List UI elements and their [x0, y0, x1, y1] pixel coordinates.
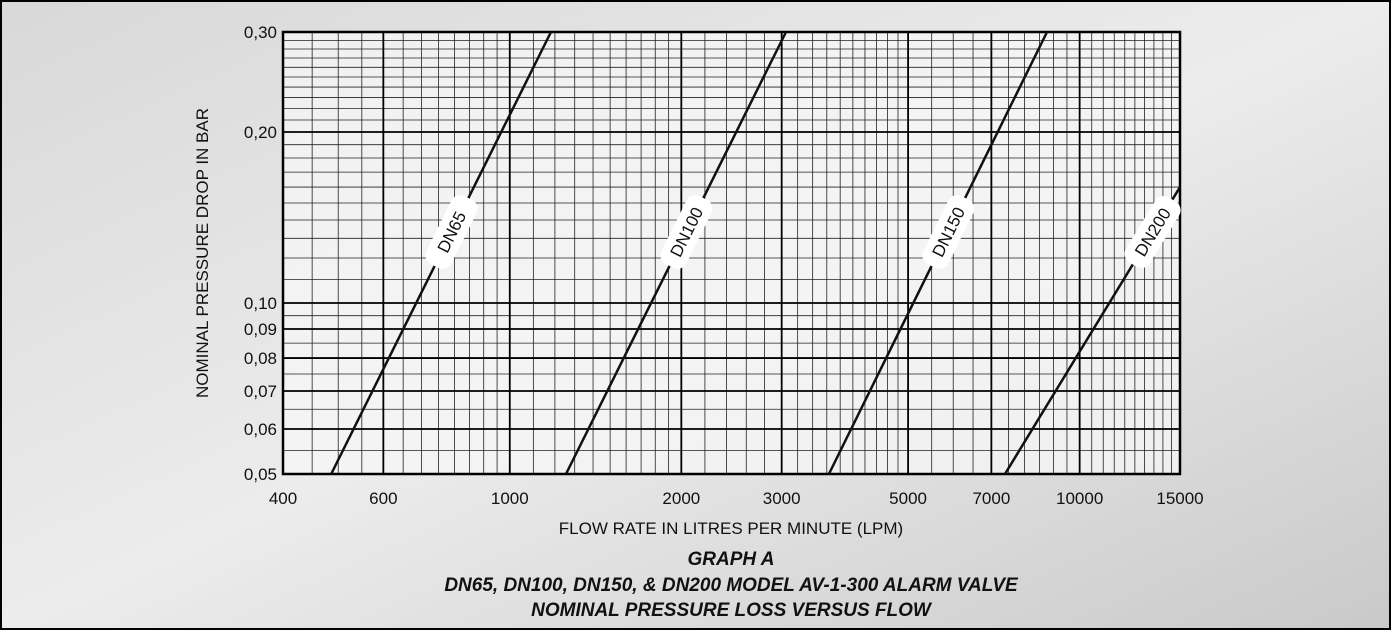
y-tick-label: 0,09 [244, 320, 277, 339]
label-background [425, 195, 478, 269]
chart-subtitle: DN65, DN100, DN150, & DN200 MODEL AV-1-3… [444, 575, 1019, 596]
grid [281, 30, 1182, 476]
y-tick-label: 0,30 [244, 23, 277, 42]
x-tick-label: 400 [269, 489, 297, 508]
x-tick-label: 600 [369, 489, 397, 508]
x-tick-label: 5000 [889, 489, 927, 508]
y-tick-label: 0,20 [244, 123, 277, 142]
plot-border [281, 30, 1182, 476]
y-tick-label: 0,08 [244, 349, 277, 368]
label-background [660, 195, 713, 269]
y-tick-label: 0,07 [244, 382, 277, 401]
x-tick-label: 2000 [662, 489, 700, 508]
y-tick-label: 0,05 [244, 465, 277, 484]
plot: DN65 DN100 DN150 DN200 [330, 31, 1182, 475]
x-tick-label: 1000 [491, 489, 529, 508]
label-background [922, 195, 975, 269]
x-tick-label: 10000 [1056, 489, 1103, 508]
y-axis-label: NOMINAL PRESSURE DROP IN BAR [193, 108, 212, 398]
x-tick-label: 7000 [972, 489, 1010, 508]
y-tick-label: 0,10 [244, 294, 277, 313]
chart-subtitle: NOMINAL PRESSURE LOSS VERSUS FLOW [531, 600, 933, 621]
x-tick-label: 3000 [763, 489, 801, 508]
label-background [1124, 196, 1181, 268]
chart-title: GRAPH A [688, 549, 775, 570]
x-tick-label: 15000 [1156, 489, 1203, 508]
y-tick-label: 0,06 [244, 420, 277, 439]
x-axis-label: FLOW RATE IN LITRES PER MINUTE (LPM) [559, 519, 903, 538]
